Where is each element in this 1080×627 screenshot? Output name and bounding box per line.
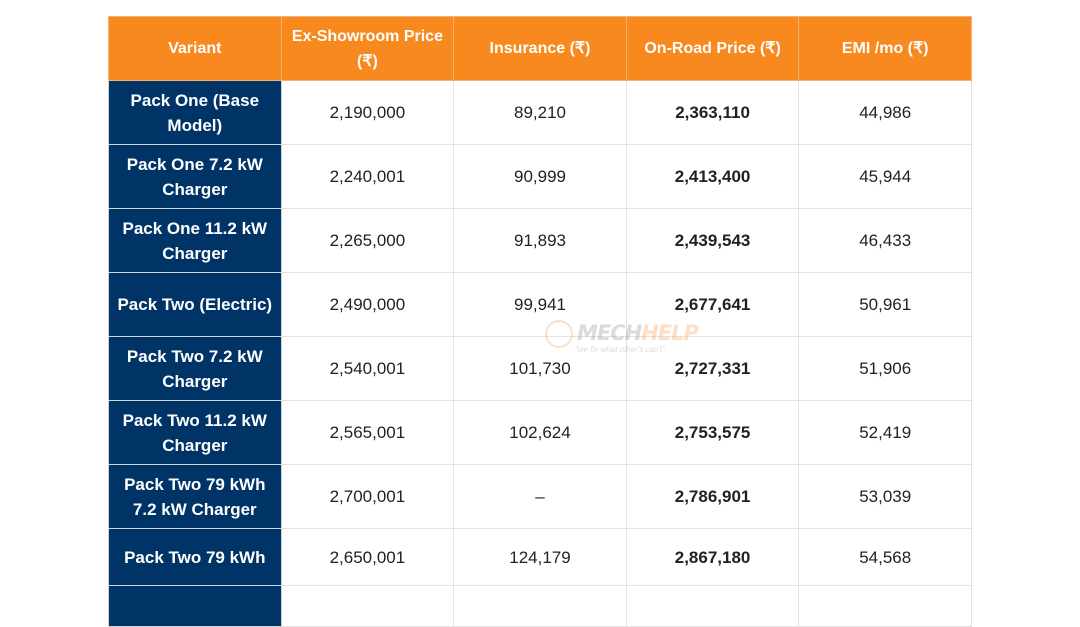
ex-showroom-cell: 2,650,001 xyxy=(280,528,455,586)
header-variant: Variant xyxy=(108,16,282,81)
ex-showroom-cell: 2,540,001 xyxy=(280,336,455,401)
on-road-price-cell: 2,867,180 xyxy=(625,528,800,586)
emi-cell: 52,419 xyxy=(798,400,972,465)
insurance-cell: 91,893 xyxy=(453,208,627,273)
header-ex-showroom: Ex-Showroom Price (₹) xyxy=(280,16,455,81)
ex-showroom-cell xyxy=(280,585,455,627)
insurance-cell: 124,179 xyxy=(453,528,627,586)
variant-cell: Pack Two 11.2 kW Charger xyxy=(108,400,282,465)
table-row: Pack One 11.2 kW Charger 2,265,000 91,893 2… xyxy=(108,208,972,273)
variant-cell: Pack One (Base Model) xyxy=(108,80,282,145)
ex-showroom-cell: 2,565,001 xyxy=(280,400,455,465)
variant-cell: Pack Two 7.2 kW Charger xyxy=(108,336,282,401)
emi-cell: 50,961 xyxy=(798,272,972,337)
on-road-price-cell: 2,727,331 xyxy=(625,336,800,401)
emi-cell: 44,986 xyxy=(798,80,972,145)
on-road-price-cell: 2,439,543 xyxy=(625,208,800,273)
table-row: Pack One (Base Model) 2,190,000 89,210 2,36… xyxy=(108,80,972,145)
table-row: Pack Two 7.2 kW Charger 2,540,001 101,730 2… xyxy=(108,336,972,401)
table-row: Pack Two (Electric) 2,490,000 99,941 2,677,… xyxy=(108,272,972,337)
variant-cell: Pack Two (Electric) xyxy=(108,272,282,337)
table-row: Pack Two 79 kWh 2,650,001 124,179 2,867,180… xyxy=(108,528,972,586)
table-row: Pack Two 11.2 kW Charger 2,565,001 102,624… xyxy=(108,400,972,465)
ex-showroom-cell: 2,700,001 xyxy=(280,464,455,529)
header-emi: EMI /mo (₹) xyxy=(798,16,972,81)
ex-showroom-cell: 2,490,000 xyxy=(280,272,455,337)
emi-cell xyxy=(798,585,972,627)
variant-cell: Pack Two 79 kWh 7.2 kW Charger xyxy=(108,464,282,529)
table-row-partial xyxy=(108,585,972,627)
ex-showroom-cell: 2,240,001 xyxy=(280,144,455,209)
insurance-cell: – xyxy=(453,464,627,529)
table-row: Pack One 7.2 kW Charger 2,240,001 90,999 2,… xyxy=(108,144,972,209)
on-road-price-cell: 2,677,641 xyxy=(625,272,800,337)
emi-cell: 45,944 xyxy=(798,144,972,209)
on-road-price-cell: 2,363,110 xyxy=(625,80,800,145)
emi-cell: 46,433 xyxy=(798,208,972,273)
insurance-cell: 102,624 xyxy=(453,400,627,465)
emi-cell: 53,039 xyxy=(798,464,972,529)
insurance-cell: 99,941 xyxy=(453,272,627,337)
on-road-price-cell: 2,786,901 xyxy=(625,464,800,529)
ex-showroom-cell: 2,190,000 xyxy=(280,80,455,145)
table-row: Pack Two 79 kWh 7.2 kW Charger 2,700,001–… xyxy=(108,464,972,529)
variant-cell: Pack Two 79 kWh xyxy=(108,528,282,586)
on-road-price-cell: 2,413,400 xyxy=(625,144,800,209)
on-road-price-cell: 2,753,575 xyxy=(625,400,800,465)
insurance-cell: 89,210 xyxy=(453,80,627,145)
variant-cell: Pack One 7.2 kW Charger xyxy=(108,144,282,209)
insurance-cell: 101,730 xyxy=(453,336,627,401)
variant-cell xyxy=(108,585,282,627)
variant-cell: Pack One 11.2 kW Charger xyxy=(108,208,282,273)
price-table: Variant Ex-Showroom Price (₹) Insurance … xyxy=(108,16,972,627)
header-on-road: On-Road Price (₹) xyxy=(625,16,800,81)
emi-cell: 54,568 xyxy=(798,528,972,586)
on-road-price-cell xyxy=(625,585,800,627)
ex-showroom-cell: 2,265,000 xyxy=(280,208,455,273)
table-header-row: Variant Ex-Showroom Price (₹) Insurance … xyxy=(108,16,972,81)
insurance-cell: 90,999 xyxy=(453,144,627,209)
insurance-cell xyxy=(453,585,627,627)
header-insurance: Insurance (₹) xyxy=(453,16,627,81)
emi-cell: 51,906 xyxy=(798,336,972,401)
